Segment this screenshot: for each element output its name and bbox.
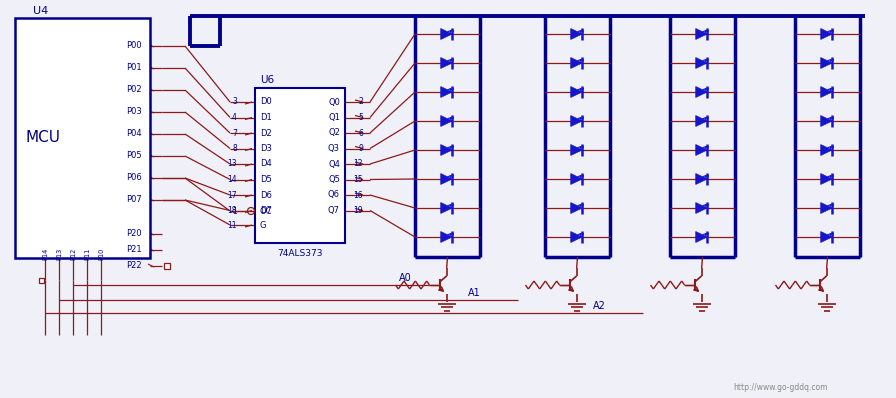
Polygon shape xyxy=(571,86,582,98)
Text: OC: OC xyxy=(260,207,272,215)
Text: P07: P07 xyxy=(126,195,142,205)
Text: D3: D3 xyxy=(260,144,271,153)
Text: A1: A1 xyxy=(468,288,480,298)
Text: U4: U4 xyxy=(33,6,48,16)
Polygon shape xyxy=(441,174,452,184)
Polygon shape xyxy=(695,203,707,213)
Polygon shape xyxy=(441,144,452,156)
Polygon shape xyxy=(821,144,832,156)
Text: P21: P21 xyxy=(126,246,142,254)
Text: Q3: Q3 xyxy=(328,144,340,153)
Polygon shape xyxy=(821,115,832,127)
Polygon shape xyxy=(441,58,452,68)
Text: http://www.go-gddq.com: http://www.go-gddq.com xyxy=(733,384,827,392)
Text: D4: D4 xyxy=(260,160,271,168)
Polygon shape xyxy=(571,144,582,156)
Text: 9: 9 xyxy=(358,144,363,153)
Text: Q4: Q4 xyxy=(328,160,340,168)
Bar xyxy=(15,18,150,258)
Polygon shape xyxy=(571,58,582,68)
Polygon shape xyxy=(571,174,582,184)
Text: 18: 18 xyxy=(228,206,237,215)
Text: P13: P13 xyxy=(56,248,62,260)
Polygon shape xyxy=(695,86,707,98)
Text: 3: 3 xyxy=(232,98,237,107)
Bar xyxy=(255,88,345,243)
Polygon shape xyxy=(695,144,707,156)
Text: 2: 2 xyxy=(358,98,363,107)
Text: P10: P10 xyxy=(98,248,104,260)
Polygon shape xyxy=(571,29,582,39)
Polygon shape xyxy=(695,29,707,39)
Text: D6: D6 xyxy=(260,191,271,199)
Polygon shape xyxy=(695,232,707,242)
Text: MCU: MCU xyxy=(25,131,61,146)
Text: Q7: Q7 xyxy=(328,206,340,215)
Text: P01: P01 xyxy=(126,64,142,72)
Text: D0: D0 xyxy=(260,98,271,107)
Text: G: G xyxy=(260,220,266,230)
Text: P02: P02 xyxy=(126,86,142,94)
Text: Q0: Q0 xyxy=(328,98,340,107)
Text: 7: 7 xyxy=(232,129,237,137)
Polygon shape xyxy=(821,29,832,39)
Text: 19: 19 xyxy=(353,206,363,215)
Text: 6: 6 xyxy=(358,129,363,137)
Polygon shape xyxy=(695,174,707,184)
Text: 4: 4 xyxy=(232,113,237,122)
Polygon shape xyxy=(441,115,452,127)
Polygon shape xyxy=(821,203,832,213)
Text: A0: A0 xyxy=(399,273,412,283)
Text: 15: 15 xyxy=(353,175,363,184)
Text: P11: P11 xyxy=(84,248,90,260)
Polygon shape xyxy=(821,232,832,242)
Polygon shape xyxy=(571,115,582,127)
Text: P04: P04 xyxy=(126,129,142,139)
Text: P20: P20 xyxy=(126,230,142,238)
Text: P14: P14 xyxy=(42,248,48,260)
Polygon shape xyxy=(441,86,452,98)
Text: A2: A2 xyxy=(592,301,606,311)
Text: 13: 13 xyxy=(228,160,237,168)
Text: D1: D1 xyxy=(260,113,271,122)
Polygon shape xyxy=(821,58,832,68)
Polygon shape xyxy=(821,174,832,184)
Polygon shape xyxy=(441,203,452,213)
Bar xyxy=(164,263,170,269)
Text: P22: P22 xyxy=(126,261,142,271)
Polygon shape xyxy=(695,115,707,127)
Text: Q5: Q5 xyxy=(328,175,340,184)
Text: 5: 5 xyxy=(358,113,363,122)
Text: 17: 17 xyxy=(228,191,237,199)
Text: D2: D2 xyxy=(260,129,271,137)
Text: 14: 14 xyxy=(228,175,237,184)
Text: 1: 1 xyxy=(232,207,237,215)
Text: P06: P06 xyxy=(126,174,142,183)
Text: 8: 8 xyxy=(232,144,237,153)
Text: U6: U6 xyxy=(260,75,274,85)
Text: 16: 16 xyxy=(353,191,363,199)
Polygon shape xyxy=(571,203,582,213)
Polygon shape xyxy=(821,86,832,98)
Text: Q6: Q6 xyxy=(328,191,340,199)
Text: P05: P05 xyxy=(126,152,142,160)
Polygon shape xyxy=(571,232,582,242)
Polygon shape xyxy=(441,29,452,39)
Text: P03: P03 xyxy=(126,107,142,117)
Text: D7: D7 xyxy=(260,206,271,215)
Bar xyxy=(39,278,44,283)
Text: 11: 11 xyxy=(228,220,237,230)
Text: Q2: Q2 xyxy=(328,129,340,137)
Text: 12: 12 xyxy=(354,160,363,168)
Text: D5: D5 xyxy=(260,175,271,184)
Text: P00: P00 xyxy=(126,41,142,51)
Polygon shape xyxy=(695,58,707,68)
Text: 74ALS373: 74ALS373 xyxy=(277,250,323,258)
Text: Q1: Q1 xyxy=(328,113,340,122)
Polygon shape xyxy=(441,232,452,242)
Text: P12: P12 xyxy=(70,248,76,260)
